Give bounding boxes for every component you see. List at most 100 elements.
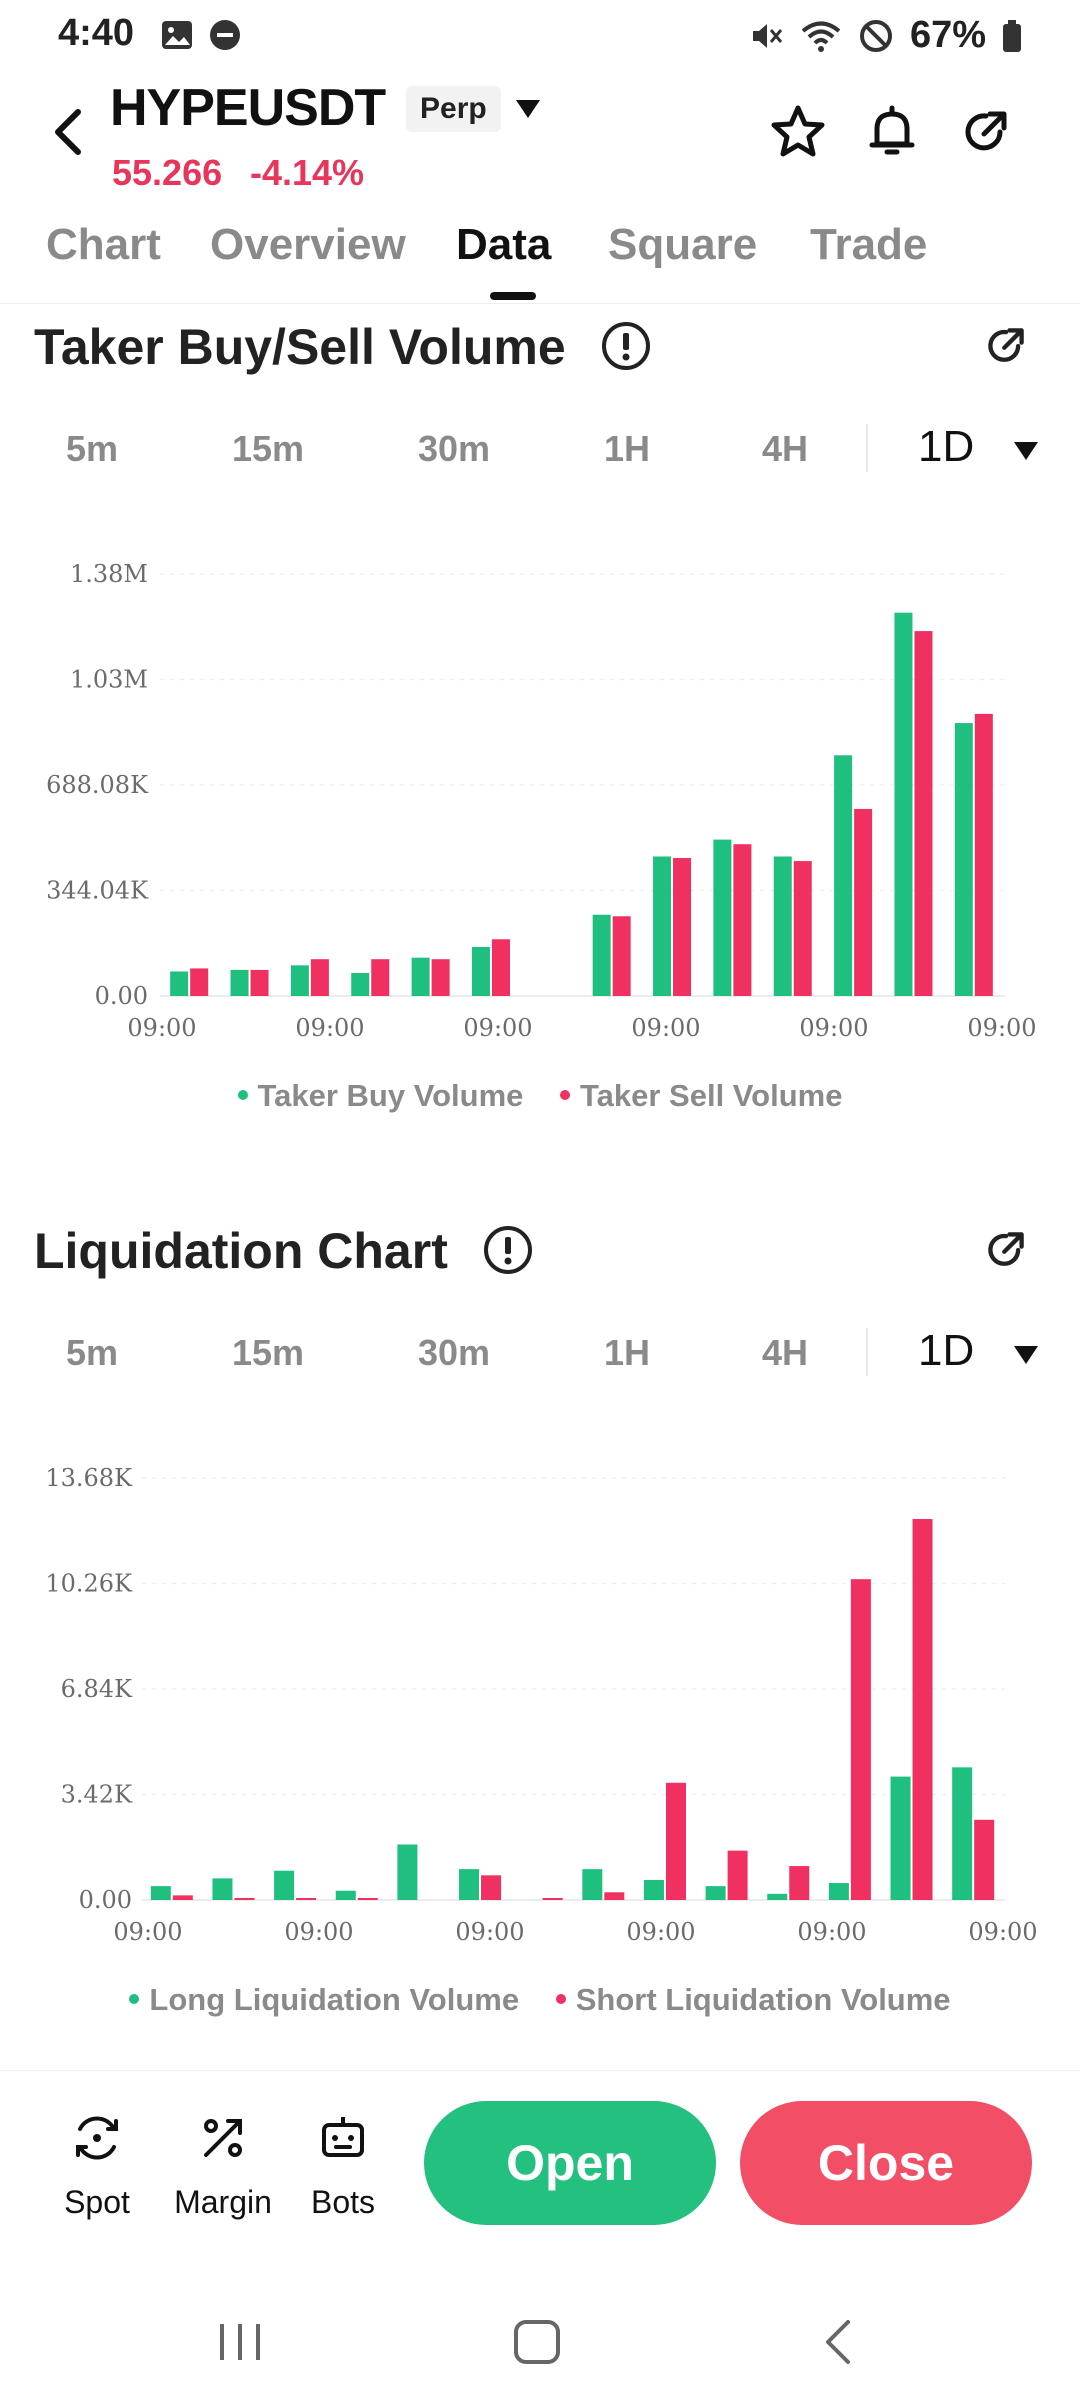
caret-down-icon[interactable] — [514, 98, 542, 120]
bar-series-1[interactable] — [212, 1878, 233, 1900]
share-chart-icon[interactable] — [980, 1224, 1032, 1276]
spot-button[interactable]: Spot — [42, 2111, 152, 2221]
bar-series-2[interactable] — [250, 969, 269, 996]
bar-series-1[interactable] — [705, 1886, 726, 1900]
bar-series-2[interactable] — [431, 959, 450, 996]
bar-series-1[interactable] — [834, 755, 853, 996]
bar-series-1[interactable] — [582, 1869, 603, 1900]
interval-1h[interactable]: 1H — [604, 428, 651, 469]
battery-icon — [1003, 19, 1021, 52]
interval-15m[interactable]: 15m — [232, 1332, 305, 1373]
bar-series-2[interactable] — [673, 858, 692, 996]
interval-1h[interactable]: 1H — [604, 1332, 651, 1373]
bar-series-2[interactable] — [974, 713, 993, 996]
perp-badge[interactable]: Perp — [406, 86, 501, 132]
bar-series-2[interactable] — [914, 631, 933, 996]
bar-series-2[interactable] — [974, 1819, 995, 1900]
bar-series-2[interactable] — [371, 959, 390, 996]
bar-series-2[interactable] — [542, 1898, 563, 1900]
bar-series-2[interactable] — [727, 1850, 748, 1900]
bar-series-1[interactable] — [828, 1883, 849, 1900]
back-nav-icon[interactable] — [820, 2316, 856, 2368]
taker-interval-selector: 5m 15m 30m 1H 4H 1D — [0, 410, 1080, 490]
close-button[interactable]: Close — [740, 2101, 1032, 2225]
bar-series-1[interactable] — [713, 839, 732, 996]
bar-series-2[interactable] — [604, 1892, 625, 1900]
bar-series-2[interactable] — [789, 1866, 810, 1900]
bar-series-1[interactable] — [150, 1886, 171, 1900]
interval-5m[interactable]: 5m — [66, 428, 119, 469]
interval-5m[interactable]: 5m — [66, 1332, 119, 1373]
bell-icon[interactable] — [862, 102, 922, 162]
bar-series-1[interactable] — [290, 965, 309, 996]
interval-30m[interactable]: 30m — [418, 428, 491, 469]
home-icon[interactable] — [512, 2318, 562, 2366]
interval-1d[interactable]: 1D — [918, 1326, 975, 1375]
tab-overview[interactable]: Overview — [210, 220, 406, 269]
interval-30m[interactable]: 30m — [418, 1332, 491, 1373]
bar-series-1[interactable] — [767, 1893, 788, 1900]
bar-series-2[interactable] — [665, 1782, 686, 1900]
back-icon[interactable] — [44, 102, 92, 162]
bar-series-1[interactable] — [230, 969, 249, 996]
bar-series-1[interactable] — [459, 1869, 480, 1900]
info-icon[interactable] — [482, 1224, 534, 1276]
bar-series-2[interactable] — [612, 916, 631, 996]
bar-series-2[interactable] — [733, 844, 752, 996]
bar-series-1[interactable] — [335, 1890, 356, 1900]
y-tick-label: 688.08K — [46, 771, 149, 799]
bar-series-1[interactable] — [773, 856, 792, 996]
tab-trade[interactable]: Trade — [810, 220, 928, 269]
bar-series-1[interactable] — [397, 1844, 418, 1900]
bar-series-1[interactable] — [643, 1879, 664, 1900]
bar-series-2[interactable] — [491, 939, 510, 996]
recent-apps-icon[interactable] — [216, 2320, 264, 2364]
bar-series-1[interactable] — [592, 914, 611, 996]
bar-series-2[interactable] — [854, 808, 873, 996]
interval-15m[interactable]: 15m — [232, 428, 305, 469]
margin-icon — [204, 2119, 242, 2157]
bar-series-2[interactable] — [234, 1898, 255, 1900]
open-button[interactable]: Open — [424, 2101, 716, 2225]
bar-series-2[interactable] — [793, 861, 812, 996]
bar-series-2[interactable] — [357, 1898, 378, 1900]
caret-down-icon[interactable] — [1012, 1344, 1040, 1366]
bar-series-1[interactable] — [894, 612, 913, 996]
bar-series-1[interactable] — [170, 971, 189, 996]
symbol-title[interactable]: HYPEUSDT — [110, 79, 386, 137]
bar-series-2[interactable] — [310, 959, 329, 996]
bar-series-1[interactable] — [274, 1870, 295, 1900]
star-icon[interactable] — [768, 102, 828, 162]
legend-dot — [237, 1089, 248, 1100]
y-tick-label: 10.26K — [45, 1570, 133, 1598]
bar-series-2[interactable] — [190, 968, 209, 996]
bar-series-2[interactable] — [912, 1519, 933, 1900]
bots-button[interactable]: Bots — [288, 2111, 398, 2221]
interval-4h[interactable]: 4H — [762, 428, 809, 469]
taker-legend: Taker Buy Volume Taker Sell Volume — [0, 1078, 1080, 1114]
bar-series-1[interactable] — [471, 946, 490, 996]
margin-button[interactable]: Margin — [168, 2111, 278, 2221]
info-icon[interactable] — [600, 320, 652, 372]
bar-series-2[interactable] — [172, 1895, 193, 1900]
bar-series-2[interactable] — [850, 1579, 871, 1900]
caret-down-icon[interactable] — [1012, 440, 1040, 462]
bar-series-2[interactable] — [481, 1875, 502, 1900]
tab-data[interactable]: Data — [456, 220, 552, 269]
x-tick-label: 09:00 — [631, 1014, 700, 1042]
interval-4h[interactable]: 4H — [762, 1332, 809, 1373]
bar-series-1[interactable] — [411, 957, 430, 996]
bar-series-1[interactable] — [890, 1776, 911, 1900]
gallery-icon — [162, 21, 192, 49]
bar-series-1[interactable] — [954, 723, 973, 996]
bar-series-2[interactable] — [296, 1898, 317, 1900]
tab-chart[interactable]: Chart — [46, 220, 161, 269]
share-chart-icon[interactable] — [980, 320, 1032, 372]
interval-1d[interactable]: 1D — [918, 422, 975, 471]
bar-series-1[interactable] — [952, 1767, 973, 1900]
y-tick-label: 344.04K — [46, 877, 149, 905]
share-icon[interactable] — [956, 102, 1016, 162]
tab-square[interactable]: Square — [608, 220, 758, 269]
bar-series-1[interactable] — [653, 856, 672, 996]
bar-series-1[interactable] — [351, 973, 370, 996]
